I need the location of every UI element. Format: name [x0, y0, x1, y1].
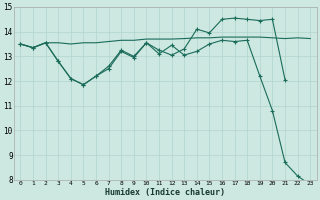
X-axis label: Humidex (Indice chaleur): Humidex (Indice chaleur) — [105, 188, 225, 197]
